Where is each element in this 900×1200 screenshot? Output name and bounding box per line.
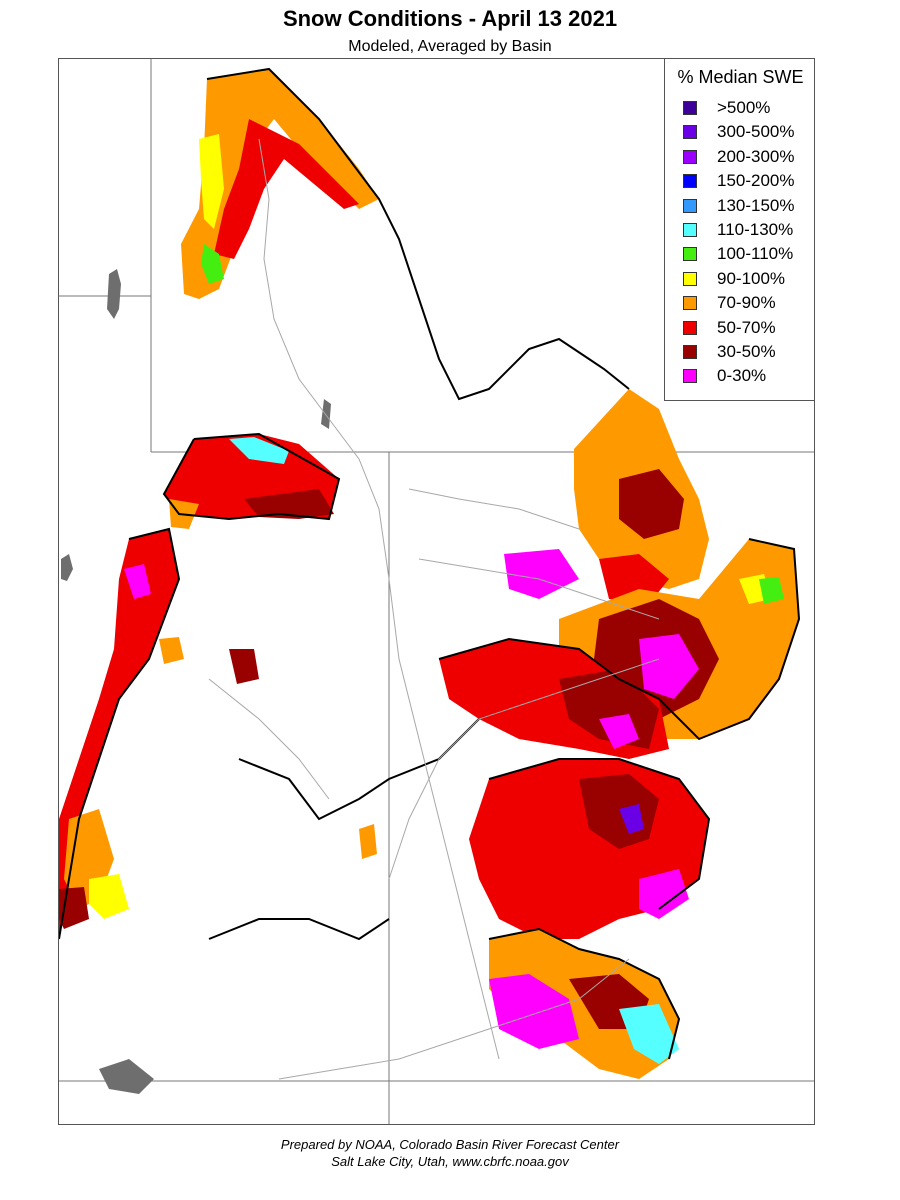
legend-item: 30-50% <box>683 341 776 363</box>
boundary-price-san-rafael <box>238 718 480 821</box>
bear-lake <box>107 269 121 319</box>
legend-item: 70-90% <box>683 292 776 314</box>
region-white-0-30 <box>504 549 579 599</box>
region-yampa-30-50 <box>619 469 684 539</box>
region-wind-river-100-110 <box>201 244 224 284</box>
legend-swatch <box>683 101 697 115</box>
legend-label: 200-300% <box>717 146 795 166</box>
boundary-uinta-north-slope <box>162 432 341 521</box>
legend-label: 150-200% <box>717 171 795 191</box>
legend-swatch <box>683 320 697 335</box>
boundary-gunnison-south <box>488 758 711 910</box>
map-subtitle: Modeled, Averaged by Basin <box>348 38 552 55</box>
region-uinta-110-130 <box>229 437 289 464</box>
boundary-upper-colorado <box>438 538 801 741</box>
region-wind-river-50-70 <box>214 119 359 259</box>
region-san-juan-0-30 <box>489 974 579 1049</box>
region-gunnison-0-30 <box>599 714 639 749</box>
rivers <box>208 138 660 1080</box>
legend-swatch <box>683 271 697 286</box>
basin-boundaries <box>59 67 801 1060</box>
legend-item: >500% <box>683 97 770 119</box>
legend-swatch <box>683 369 697 384</box>
legend-swatch <box>683 174 697 189</box>
region-dolores-300-500 <box>619 804 644 834</box>
snow-regions <box>59 69 799 1079</box>
patch-tavaputs-30-50 <box>229 649 259 684</box>
legend-swatch <box>683 223 697 237</box>
white-river <box>418 558 660 620</box>
region-san-juan-110-130 <box>619 1004 679 1064</box>
colorado-river <box>388 658 660 880</box>
legend-title: % Median SWE <box>677 67 804 87</box>
boundary-san-juan <box>488 927 681 1060</box>
legend-swatch <box>683 198 697 213</box>
credit-line-2: Salt Lake City, Utah, www.cbrfc.noaa.gov <box>331 1154 569 1169</box>
region-wasatch-50-70 <box>59 529 179 939</box>
price-river <box>208 678 330 800</box>
map-title: Snow Conditions - April 13 2021 <box>282 6 618 31</box>
legend-label: 0-30% <box>717 366 767 386</box>
yampa-river <box>408 488 580 530</box>
legend-item: 100-110% <box>683 243 793 265</box>
region-sevier-90-100 <box>89 874 129 919</box>
great-salt-lake-edge <box>61 554 73 581</box>
patch-la-sal-70-90 <box>359 824 377 859</box>
fontenelle-reservoir <box>321 399 331 429</box>
legend-swatch <box>683 125 697 140</box>
region-uinta-30-50 <box>244 489 334 519</box>
legend: % Median SWE >500% 300-500% 200-300% 150-20… <box>664 58 815 401</box>
green-river <box>258 138 500 1060</box>
boundary-green-river-north <box>206 67 630 401</box>
legend-item: 150-200% <box>683 170 795 192</box>
legend-label: 70-90% <box>717 293 776 313</box>
legend-item: 90-100% <box>683 268 785 290</box>
map-canvas <box>59 59 814 1124</box>
region-san-juan-upper-0-30 <box>639 869 689 919</box>
boundary-wasatch-crest <box>59 527 181 940</box>
legend-swatch <box>683 345 697 359</box>
legend-label: >500% <box>717 98 771 117</box>
legend-label: 130-150% <box>717 195 795 215</box>
credit-line-1: Prepared by NOAA, Colorado Basin River F… <box>280 1137 620 1152</box>
legend-label: 300-500% <box>717 122 795 142</box>
legend-swatch <box>683 247 697 262</box>
legend-label: 30-50% <box>717 342 776 361</box>
legend-item: 50-70% <box>683 317 776 339</box>
region-wind-river-90-100 <box>199 134 224 229</box>
san-juan-river <box>278 958 630 1080</box>
lakes <box>61 269 331 1094</box>
legend-label: 50-70% <box>717 317 776 337</box>
legend-label: 110-130% <box>717 220 794 239</box>
region-upper-colorado-0-30 <box>639 634 699 699</box>
legend-item: 130-150% <box>683 195 795 217</box>
legend-label: 100-110% <box>717 244 794 264</box>
boundary-dirty-devil <box>208 918 390 941</box>
region-wasatch-0-30 <box>124 564 151 599</box>
region-upper-colorado-100-110 <box>759 577 784 604</box>
legend-item: 200-300% <box>683 146 795 168</box>
legend-label: 90-100% <box>717 268 786 288</box>
legend-swatch <box>683 149 697 164</box>
legend-item: 110-130% <box>683 219 793 241</box>
legend-swatch <box>683 296 697 311</box>
legend-item: 300-500% <box>683 121 795 143</box>
legend-item: 0-30% <box>683 365 766 387</box>
patch-wasatch-east-70-90 <box>159 637 184 664</box>
lake-powell <box>99 1059 154 1094</box>
